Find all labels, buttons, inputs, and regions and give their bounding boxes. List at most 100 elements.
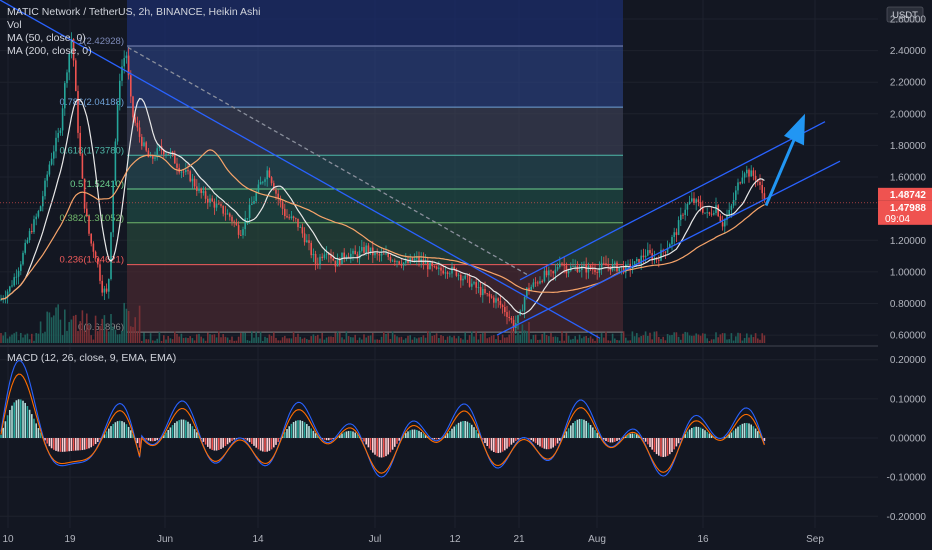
candle-body: [310, 242, 312, 256]
volume-bar: [759, 339, 761, 343]
macd-histogram-bar: [596, 432, 598, 438]
candle-body: [328, 253, 330, 255]
candle-body: [416, 256, 418, 259]
volume-bar: [490, 335, 493, 343]
macd-histogram-bar: [559, 438, 561, 441]
volume-bar: [68, 322, 70, 343]
time-tick-label: 10: [2, 534, 14, 545]
candle-body: [180, 171, 183, 173]
macd-histogram-bar: [273, 438, 275, 448]
candle-body: [473, 282, 475, 284]
candle-body: [242, 229, 244, 236]
trend-lines[interactable]: [0, 0, 841, 339]
current-price-label: 1.48742: [890, 190, 927, 201]
volume-bar: [627, 340, 629, 343]
macd-histogram-bar: [312, 430, 315, 438]
candle-body: [642, 255, 645, 258]
candle-body: [752, 170, 755, 176]
candle-body: [561, 263, 563, 265]
macd-histogram-bar: [251, 438, 253, 444]
vol-indicator-label[interactable]: Vol: [7, 19, 22, 31]
volume-bar: [59, 319, 62, 343]
volume-bar: [479, 334, 482, 343]
macd-indicator-label[interactable]: MACD (12, 26, close, 9, EMA, EMA): [7, 352, 177, 364]
downtrend-upper-line: [0, 0, 601, 339]
candle-body: [39, 206, 42, 211]
volume-bar: [449, 335, 451, 343]
macd-histogram-bar: [211, 438, 213, 450]
macd-histogram-bar: [666, 438, 669, 456]
volume-bar: [691, 335, 693, 343]
volume-bar: [548, 336, 550, 343]
candle-body: [134, 117, 136, 123]
macd-histogram-bar: [347, 430, 350, 438]
macd-histogram-bar: [218, 438, 220, 451]
macd-histogram-bar: [614, 438, 616, 442]
candle-body: [517, 315, 519, 324]
volume-bar: [402, 339, 405, 343]
volume-bar: [561, 331, 563, 343]
volume-bar: [169, 338, 172, 343]
volume-bar: [521, 324, 524, 343]
candle-body: [530, 286, 532, 291]
candle-body: [132, 96, 134, 118]
macd-histogram-bar: [121, 421, 123, 438]
candle-body: [435, 266, 438, 269]
candle-body: [248, 204, 251, 218]
volume-bar: [48, 312, 51, 343]
ma200-indicator-label[interactable]: MA (200, close, 0): [7, 45, 92, 57]
candle-body: [715, 205, 717, 214]
candle-body: [259, 182, 262, 185]
candle-body: [633, 261, 636, 267]
macd-histogram-bar: [686, 431, 689, 438]
macd-histogram-bar: [268, 438, 271, 451]
candle-body: [600, 262, 603, 268]
volume-bar: [174, 331, 176, 343]
macd-histogram-bar: [565, 431, 568, 438]
volume-bar: [541, 334, 543, 343]
macd-histogram-bar: [46, 438, 48, 444]
volume-bar: [88, 325, 90, 343]
volume-bar: [640, 336, 642, 343]
volume-bar: [704, 333, 706, 343]
candle-body: [237, 225, 240, 235]
candle-body: [301, 227, 304, 234]
candle-body: [240, 234, 242, 236]
macd-histogram-bar: [486, 438, 488, 446]
macd-histogram-bar: [435, 438, 438, 440]
macd-histogram-bar: [286, 429, 288, 438]
macd-histogram-bar: [460, 421, 462, 438]
volume-bar: [517, 331, 519, 343]
candle-body: [622, 266, 625, 273]
candle-body: [391, 260, 394, 262]
volume-bar: [596, 334, 598, 343]
volume-bar: [28, 339, 31, 343]
symbol-title[interactable]: MATIC Network / TetherUS, 2h, BINANCE, H…: [7, 6, 261, 18]
ma50-indicator-label[interactable]: MA (50, close, 0): [7, 32, 86, 44]
macd-histogram-bar: [57, 438, 59, 452]
macd-histogram-bar: [13, 402, 15, 438]
volume-bar: [180, 333, 183, 343]
candle-body: [411, 258, 414, 262]
candle-body: [372, 247, 374, 256]
candle-body: [497, 298, 499, 301]
volume-bar: [464, 332, 466, 343]
volume-bar: [435, 333, 438, 343]
volume-bar: [110, 314, 112, 343]
candle-body: [702, 207, 704, 213]
candle-body: [721, 222, 724, 227]
volume-bar: [279, 340, 282, 343]
macd-histogram-bar: [673, 438, 675, 450]
macd-histogram-bar: [528, 438, 530, 439]
volume-bar: [358, 337, 361, 343]
volume-bar: [145, 339, 147, 343]
candle-body: [70, 39, 73, 54]
time-tick-label: 16: [697, 534, 709, 545]
volume-bar: [185, 337, 187, 343]
forecast-arrow[interactable]: [764, 113, 805, 207]
volume-bar: [288, 338, 290, 343]
fib-level-label: 0.382(1.31052): [60, 213, 124, 224]
volume-bar: [460, 338, 462, 343]
candle-body: [317, 263, 319, 265]
